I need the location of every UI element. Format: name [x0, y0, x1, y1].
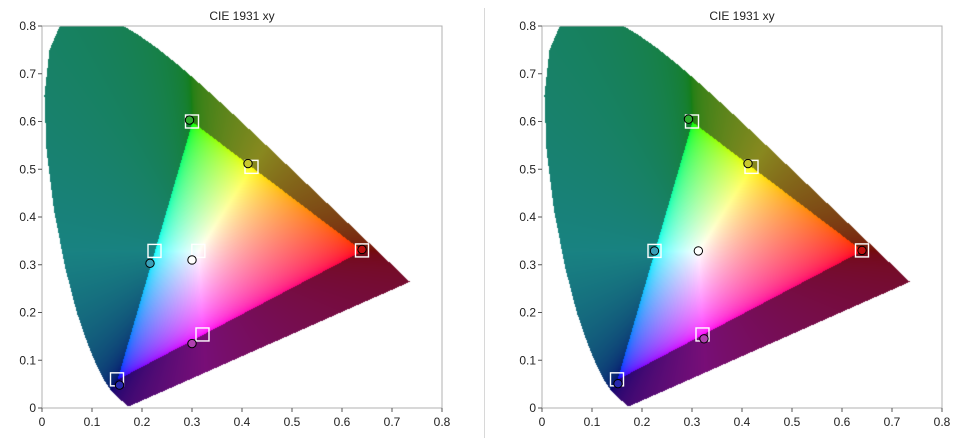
y-tick-label: 0.8 [19, 19, 36, 33]
x-tick-label: 0.6 [834, 415, 851, 429]
x-tick-label: 0 [39, 415, 46, 429]
measured-circle-point [184, 115, 195, 125]
y-tick-label: 0.6 [519, 115, 536, 129]
measured-circle-point [187, 255, 197, 265]
measured-circle-point [683, 114, 694, 124]
x-tick-label: 0.1 [84, 415, 101, 429]
measured-circle-point [243, 158, 253, 169]
x-tick-label: 0.8 [934, 415, 951, 429]
x-tick-label: 0.4 [734, 415, 751, 429]
chart-title: CIE 1931 xy [209, 9, 274, 23]
x-tick-label: 0.5 [784, 415, 801, 429]
x-tick-label: 0.3 [684, 415, 701, 429]
y-tick-label: 0.4 [19, 210, 36, 224]
y-tick-label: 0.1 [519, 353, 536, 367]
plot-frame [541, 25, 943, 409]
measured-circle-point [187, 338, 197, 349]
y-tick-label: 0.7 [519, 67, 536, 81]
y-tick-label: 0.8 [519, 19, 536, 33]
x-tick-label: 0.1 [584, 415, 601, 429]
y-tick-label: 0 [29, 401, 36, 415]
x-tick-label: 0.7 [384, 415, 401, 429]
x-tick-label: 0.8 [434, 415, 451, 429]
target-square-point [354, 243, 370, 258]
y-tick-label: 0.7 [19, 67, 36, 81]
y-tick-label: 0.3 [519, 258, 536, 272]
measured-circle-point [699, 334, 709, 344]
target-square-point [147, 243, 162, 259]
target-square-point [195, 327, 210, 342]
measured-circle-point [114, 380, 125, 390]
y-tick-label: 0.5 [519, 162, 536, 176]
target-square-point [647, 243, 662, 259]
measured-circle-point [145, 258, 155, 269]
chart-title: CIE 1931 xy [709, 9, 774, 23]
x-tick-label: 0.5 [284, 415, 301, 429]
x-tick-label: 0.3 [184, 415, 201, 429]
y-tick-label: 0.4 [519, 210, 536, 224]
y-tick-label: 0.6 [19, 115, 36, 129]
x-tick-label: 0.2 [634, 415, 651, 429]
y-tick-label: 0.5 [19, 162, 36, 176]
x-tick-label: 0.2 [134, 415, 151, 429]
target-square-point [191, 243, 206, 259]
x-tick-label: 0 [539, 415, 546, 429]
y-tick-label: 0 [529, 401, 536, 415]
y-tick-label: 0.3 [19, 258, 36, 272]
measured-circle-point [743, 158, 753, 169]
plot-frame [41, 25, 443, 409]
y-tick-label: 0.1 [19, 353, 36, 367]
measured-circle-point [613, 378, 623, 389]
measured-circle-point [693, 246, 704, 256]
y-tick-label: 0.2 [519, 306, 536, 320]
x-tick-label: 0.6 [334, 415, 351, 429]
measured-circle-point [857, 245, 867, 256]
x-tick-label: 0.4 [234, 415, 251, 429]
y-tick-label: 0.2 [19, 306, 36, 320]
measured-circle-point [649, 246, 660, 256]
target-square-point [854, 243, 870, 258]
measured-circle-point [357, 244, 367, 255]
x-tick-label: 0.7 [884, 415, 901, 429]
panel-divider [484, 8, 485, 438]
